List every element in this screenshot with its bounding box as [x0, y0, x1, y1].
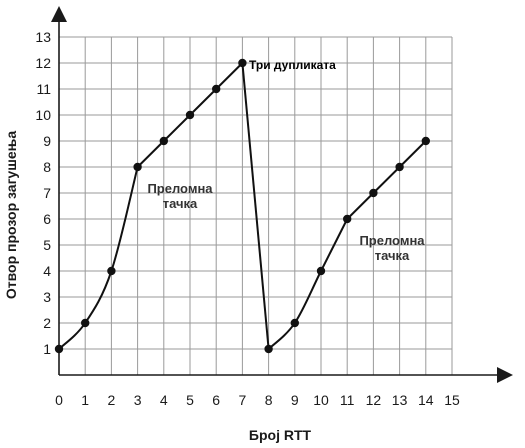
y-tick-label: 5 [43, 237, 51, 253]
x-tick-label: 10 [313, 392, 329, 408]
series [54, 58, 430, 354]
series-line-segment [346, 140, 427, 220]
data-point [369, 188, 378, 198]
data-point [159, 136, 168, 146]
y-tick-label: 11 [36, 81, 51, 97]
x-tick-label: 13 [392, 392, 408, 408]
series-line-segment [241, 62, 270, 350]
annotation-breakpoint-2-line1: Преломна [359, 233, 425, 248]
y-tick-label: 10 [35, 107, 51, 123]
x-tick-label: 12 [366, 392, 382, 408]
series-line-segment [267, 218, 349, 350]
annotation-breakpoint-1-line1: Преломна [147, 181, 213, 196]
annotations: Три дупликата Преломна тачка Преломна та… [147, 58, 425, 263]
y-tick-label: 12 [35, 55, 51, 71]
x-tick-label: 4 [160, 392, 168, 408]
y-tick-label: 1 [43, 341, 51, 357]
x-tick-label: 0 [55, 392, 63, 408]
data-point [212, 84, 221, 94]
x-tick-label: 7 [239, 392, 247, 408]
y-tick-label: 9 [43, 133, 51, 149]
data-point [395, 162, 404, 172]
y-tick-label: 8 [43, 159, 51, 175]
series-line-segment [58, 166, 139, 350]
x-tick-label: 11 [340, 392, 355, 408]
data-point [238, 58, 247, 68]
data-point [54, 344, 64, 354]
annotation-breakpoint-2-line2: тачка [375, 248, 410, 263]
annotation-breakpoint-1-line2: тачка [163, 196, 198, 211]
x-tick-label: 8 [265, 392, 273, 408]
x-tick-label: 2 [108, 392, 116, 408]
data-point [421, 136, 430, 146]
grid [59, 36, 453, 375]
data-point [185, 110, 195, 120]
y-tick-label: 13 [35, 29, 51, 45]
y-tick-label: 6 [43, 211, 51, 227]
annotation-three-duplicates: Три дупликата [249, 58, 336, 72]
data-point [133, 162, 142, 172]
x-axis-title: Број RTT [249, 427, 312, 443]
y-tick-label: 3 [43, 289, 51, 305]
x-tick-label: 6 [212, 392, 220, 408]
data-point [290, 318, 299, 328]
x-tick-label: 15 [444, 392, 460, 408]
axes [51, 6, 513, 383]
data-point [316, 266, 326, 276]
data-point [81, 318, 90, 328]
data-point [107, 266, 116, 276]
x-tick-label: 9 [291, 392, 299, 408]
x-tick-label: 1 [81, 392, 89, 408]
data-point [343, 214, 352, 224]
x-tick-label: 3 [134, 392, 142, 408]
x-tick-label: 14 [418, 392, 434, 408]
y-tick-label: 2 [43, 315, 51, 331]
y-tick-label: 4 [43, 263, 51, 279]
x-tick-label: 5 [186, 392, 194, 408]
y-axis-title: Отвор прозор загушења [3, 131, 19, 299]
data-point [264, 344, 273, 354]
y-tick-label: 7 [43, 185, 51, 201]
